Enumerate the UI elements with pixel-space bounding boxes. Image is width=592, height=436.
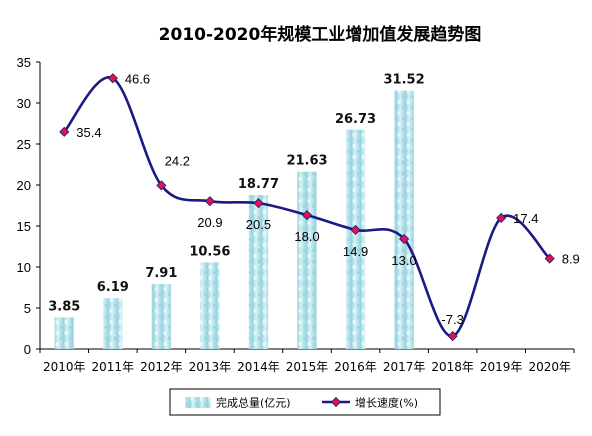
bar-value-label: 3.85 [48, 299, 80, 314]
y-tick-label: 0 [24, 342, 31, 357]
line-marker [59, 126, 70, 137]
x-tick-label: 2010年 [43, 360, 86, 374]
line-value-label: 14.9 [343, 244, 368, 259]
bar-value-label: 26.73 [335, 112, 376, 127]
legend-line-label: 增长速度(%) [355, 396, 418, 410]
y-tick-label: 15 [17, 219, 31, 234]
line-value-label: 24.2 [165, 153, 190, 168]
y-tick-label: 35 [17, 55, 31, 70]
line-marker [253, 198, 264, 209]
bar [200, 262, 220, 349]
line-labels: 35.4 46.6 24.2 20.9 20.5 18.0 14.9 13.0 -7.3 17.4… [76, 71, 580, 327]
bar-value-label: 7.91 [145, 266, 177, 281]
legend: 完成总量(亿元) 增长速度(%) [169, 388, 441, 416]
y-tick-label: 5 [24, 301, 31, 316]
x-tick-label: 2016年 [334, 360, 377, 374]
line-marker [350, 224, 361, 235]
x-tick-label: 2013年 [189, 360, 232, 374]
line-marker [301, 210, 313, 221]
line-marker [156, 180, 167, 191]
growth-line [63, 76, 551, 338]
bar [297, 171, 317, 349]
bar [345, 129, 366, 349]
legend-box [169, 388, 441, 416]
line-value-label: 18.0 [294, 229, 319, 244]
bar [394, 90, 414, 349]
bar [54, 317, 74, 349]
bar [248, 195, 269, 349]
line-value-label: 20.9 [197, 215, 222, 230]
bar-value-label: 31.52 [384, 73, 425, 88]
line-value-label: 17.4 [513, 211, 538, 226]
x-tick-label: 2014年 [237, 360, 280, 374]
line-marker [204, 196, 215, 207]
line-marker [107, 73, 118, 84]
bar [151, 284, 172, 349]
legend-bar-swatch [185, 397, 211, 408]
y-tick-label: 10 [17, 260, 31, 275]
bar-value-label: 6.19 [97, 280, 129, 295]
y-ticks: 0 5 10 15 20 25 30 35 [17, 55, 40, 357]
line-markers [59, 73, 555, 342]
x-tick-label: 2012年 [140, 360, 183, 374]
y-tick-label: 20 [17, 178, 31, 193]
x-tick-label: 2020年 [528, 360, 571, 374]
line-marker [399, 233, 410, 245]
line-value-label: 20.5 [246, 217, 271, 232]
axes: 0 5 10 15 20 25 30 35 2010年 2011年 2012年 2013年 2014年… [17, 55, 575, 374]
bar-value-label: 18.77 [238, 177, 279, 192]
bar-value-label: 10.56 [189, 244, 230, 259]
line-value-label: 13.0 [391, 253, 416, 268]
y-tick-label: 30 [17, 96, 31, 111]
legend-marker-swatch [330, 396, 342, 408]
line-value-label: -7.3 [441, 312, 463, 327]
x-ticks: 2010年 2011年 2012年 2013年 2014年 2015年 2016年 2017年… [39, 349, 575, 374]
bar-labels: 3.85 6.19 7.91 10.56 18.77 21.63 26.73 31.52 [48, 73, 424, 315]
x-tick-label: 2011年 [92, 360, 135, 374]
chart-title: 2010-2020年规模工业增加值发展趋势图 [159, 24, 482, 45]
legend-bar-label: 完成总量(亿元) [216, 396, 291, 410]
line-value-label: 35.4 [76, 125, 101, 140]
line-value-label: 8.9 [562, 252, 580, 267]
bar [103, 298, 123, 349]
line-marker [544, 253, 555, 264]
x-tick-label: 2015年 [286, 360, 329, 374]
bar-value-label: 21.63 [286, 154, 327, 169]
x-tick-label: 2018年 [431, 360, 474, 374]
x-tick-label: 2019年 [480, 360, 523, 374]
x-tick-label: 2017年 [383, 360, 426, 374]
bar-series [54, 90, 414, 349]
line-marker [447, 331, 458, 342]
line-marker [496, 212, 507, 224]
y-tick-label: 25 [17, 137, 31, 152]
line-value-label: 46.6 [125, 71, 150, 86]
